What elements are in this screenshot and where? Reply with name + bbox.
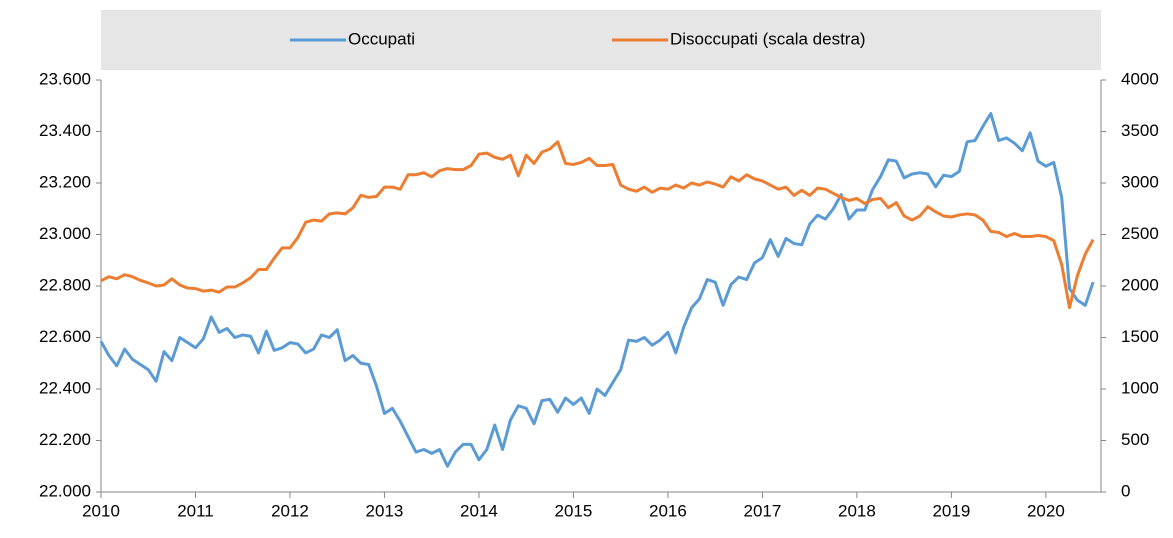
y-tick-label: 22.400 (39, 378, 91, 397)
legend-label: Disoccupati (scala destra) (670, 29, 866, 48)
y2-tick-label: 500 (1121, 430, 1149, 449)
x-tick-label: 2010 (82, 501, 120, 520)
y-tick-label: 22.600 (39, 327, 91, 346)
legend-label: Occupati (348, 29, 415, 48)
y-tick-label: 23.000 (39, 224, 91, 243)
y-tick-label: 22.200 (39, 430, 91, 449)
series-line (100, 140, 1095, 310)
y-tick-label: 23.200 (39, 172, 91, 191)
y2-tick-label: 3500 (1121, 121, 1159, 140)
x-tick-label: 2019 (932, 501, 970, 520)
x-tick-label: 2015 (555, 501, 593, 520)
legend-box (101, 10, 1101, 70)
x-tick-label: 2013 (366, 501, 404, 520)
y2-tick-label: 3000 (1121, 172, 1159, 191)
y2-tick-label: 2000 (1121, 275, 1159, 294)
x-tick-label: 2018 (838, 501, 876, 520)
x-tick-label: 2014 (460, 501, 498, 520)
y2-tick-label: 4000 (1121, 69, 1159, 88)
y-tick-label: 23.600 (39, 69, 91, 88)
x-tick-label: 2016 (649, 501, 687, 520)
y2-tick-label: 2500 (1121, 224, 1159, 243)
y2-tick-label: 1500 (1121, 327, 1159, 346)
x-tick-label: 2020 (1027, 501, 1065, 520)
series-line (99, 111, 1095, 468)
x-tick-label: 2017 (744, 501, 782, 520)
x-tick-label: 2011 (177, 501, 214, 520)
y-tick-label: 22.800 (39, 275, 91, 294)
y2-tick-label: 1000 (1121, 378, 1159, 397)
y-tick-label: 23.400 (39, 121, 91, 140)
x-tick-label: 2012 (271, 501, 309, 520)
y2-tick-label: 0 (1121, 481, 1130, 500)
y-tick-label: 22.000 (39, 481, 91, 500)
